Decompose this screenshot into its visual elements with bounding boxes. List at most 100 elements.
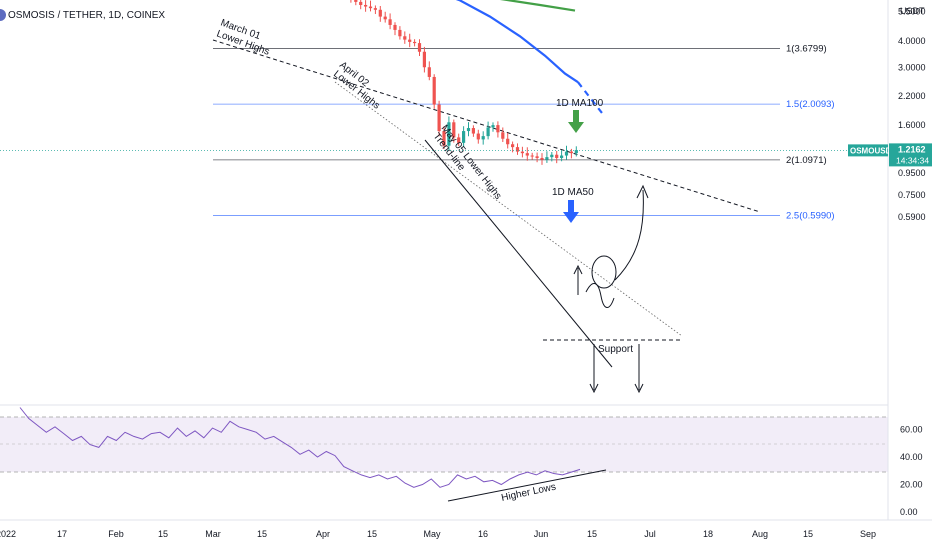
time-tick: 16 [478, 529, 488, 539]
projection-arrowhead-up [636, 184, 649, 199]
price-tick: 0.5900 [898, 212, 926, 222]
candle-body [515, 147, 520, 152]
arrow-up-small-head [573, 264, 583, 275]
price-tick: 2.2000 [898, 91, 926, 101]
candle-body [545, 157, 549, 160]
candle-body [511, 144, 515, 148]
candle-body [506, 138, 510, 145]
price-tick: 3.0000 [898, 62, 926, 72]
time-tick: Feb [108, 529, 124, 539]
candle-body [422, 51, 426, 68]
candle-body [447, 122, 451, 146]
candle-body [486, 127, 490, 137]
rsi-tick: 60.00 [900, 425, 923, 435]
fib-label-5: 2.5(0.5990) [786, 211, 835, 222]
candle-body [520, 151, 524, 154]
time-tick: 15 [158, 529, 168, 539]
rsi-band [0, 417, 888, 472]
candle-body [442, 131, 446, 146]
arrow-down-left-head [589, 383, 599, 394]
symbol-title: OSMOSIS / TETHER, 1D, COINEX [8, 10, 165, 21]
price-axis-currency: USDT [900, 6, 925, 16]
time-tick: Aug [752, 529, 768, 539]
price-axis[interactable]: USDT 12.00009.00007.00005.50004.00003.00… [887, 0, 932, 520]
time-tick: 2022 [0, 529, 16, 539]
time-axis[interactable]: 2022 17 Feb 15 Mar 15 Apr 15 May 16 Jun 15 Jul 18 Aug 1… [0, 519, 932, 539]
candle-body [471, 128, 475, 134]
ma100-arrow-icon [568, 110, 584, 133]
ma100-line [499, 0, 576, 12]
candle-body [452, 122, 456, 138]
time-tick: Mar [205, 529, 221, 539]
projection-curve [614, 189, 644, 281]
candle-body [496, 125, 500, 133]
candle-body [540, 157, 544, 160]
time-tick: 17 [57, 529, 67, 539]
candle-body [398, 29, 402, 37]
candle-body [501, 132, 505, 139]
price-tick: 1.6000 [898, 120, 926, 130]
candle-body [364, 4, 368, 7]
candle-body [417, 43, 422, 52]
candle-body [560, 155, 564, 158]
time-tick: 15 [367, 529, 377, 539]
time-tick: Apr [316, 529, 330, 539]
candle-body [373, 8, 377, 10]
candle-body [569, 151, 573, 154]
candle-body [457, 137, 461, 143]
candle-body [388, 19, 392, 25]
candle-body [476, 133, 480, 140]
rsi-tick: 40.00 [900, 452, 923, 462]
higher-lows-line [447, 469, 607, 502]
candle-body [393, 24, 397, 30]
projection-wave [585, 283, 615, 308]
projection-circle [591, 255, 617, 289]
last-price-value: 1.2162 [898, 144, 926, 154]
candle-body [550, 154, 554, 158]
last-price-tag: OSMOUSDT 1.2162 14:34:34 [0, 143, 932, 167]
chart-header: OSMOSIS / TETHER, 1D, COINEX [0, 9, 165, 21]
time-tick: Jul [644, 529, 656, 539]
candle-body [378, 9, 382, 17]
price-tick: 4.0000 [898, 36, 926, 46]
candle-body [462, 131, 466, 143]
time-tick: Jun [534, 529, 549, 539]
price-tick: 5.5000 [898, 6, 926, 16]
arrow-down-right-head [634, 383, 644, 394]
fib-label-2: 1(3.6799) [786, 43, 827, 54]
annotation-ma100: 1D MA100 [556, 98, 604, 109]
price-tick: 0.7500 [898, 190, 926, 200]
fib-levels: 0(12.3426)0.5(6.7394)1(3.6799)1.5(2.0093… [213, 43, 835, 222]
candle-body [466, 128, 471, 132]
candle-body [564, 151, 569, 156]
candle-body [427, 67, 431, 77]
trend-lines [212, 39, 761, 502]
rsi-tick: 20.00 [900, 480, 923, 490]
candle-body [368, 6, 373, 9]
candle-body [413, 41, 417, 44]
trendline-may05 [424, 139, 613, 368]
candle-body [403, 36, 407, 40]
rsi-line [19, 407, 581, 488]
price-tick: 0.9500 [898, 168, 926, 178]
rsi-path [19, 407, 581, 488]
candle-body [359, 1, 363, 5]
last-price-countdown: 14:34:34 [896, 155, 929, 165]
candle-body [383, 16, 387, 20]
time-tick: 18 [703, 529, 713, 539]
last-price-symbol: OSMOUSDT [850, 146, 896, 155]
fib-label-3: 1.5(2.0093) [786, 99, 835, 110]
rsi-tick: 0.00 [900, 507, 918, 517]
time-tick: Sep [860, 529, 876, 539]
candle-body [481, 136, 485, 140]
time-tick: 15 [587, 529, 597, 539]
candle-body [491, 125, 495, 128]
candle-body [432, 76, 436, 105]
annotation-ma50: 1D MA50 [552, 187, 594, 198]
symbol-icon [0, 9, 6, 21]
candle-body [530, 155, 534, 157]
time-tick: 15 [257, 529, 267, 539]
ma50-line [455, 0, 579, 84]
candle-body [525, 153, 529, 156]
